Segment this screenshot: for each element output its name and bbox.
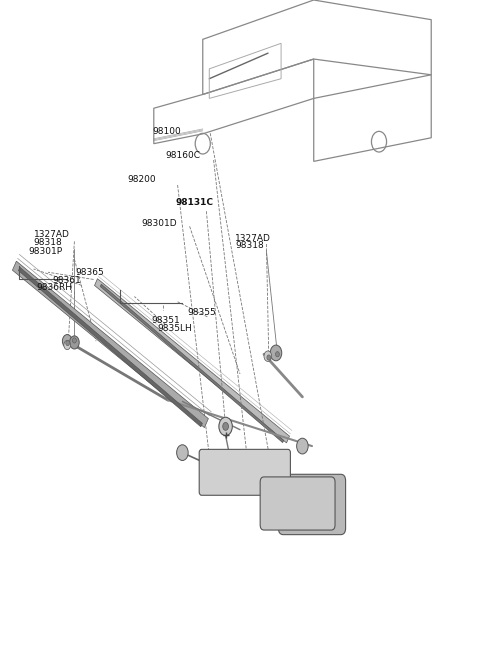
Text: 98355: 98355 [187, 308, 216, 318]
Circle shape [223, 422, 228, 430]
Text: 1327AD: 1327AD [34, 230, 70, 239]
Circle shape [72, 338, 76, 343]
FancyBboxPatch shape [199, 449, 290, 495]
Text: 98131C: 98131C [175, 197, 213, 207]
Text: 9835LH: 9835LH [157, 324, 192, 333]
Text: 9836RH: 9836RH [36, 283, 72, 293]
Circle shape [64, 340, 71, 350]
Text: 98318: 98318 [34, 238, 62, 247]
Text: 98301D: 98301D [142, 218, 177, 228]
Circle shape [219, 417, 232, 436]
Circle shape [62, 335, 72, 348]
Circle shape [177, 445, 188, 461]
Circle shape [267, 355, 271, 360]
Polygon shape [18, 267, 203, 427]
FancyBboxPatch shape [260, 477, 335, 530]
Text: 98365: 98365 [76, 268, 105, 277]
Text: 98361: 98361 [53, 276, 82, 285]
Text: 98318: 98318 [235, 241, 264, 251]
Polygon shape [95, 279, 289, 443]
Circle shape [66, 340, 70, 346]
Text: 98200: 98200 [127, 175, 156, 184]
Circle shape [70, 336, 79, 349]
Text: 98100: 98100 [153, 127, 181, 136]
Circle shape [264, 351, 272, 361]
Text: 98160C: 98160C [166, 151, 201, 160]
Text: 98301P: 98301P [29, 247, 63, 256]
Text: 1327AD: 1327AD [235, 234, 271, 243]
Circle shape [297, 438, 308, 454]
Text: 98351: 98351 [152, 316, 180, 325]
Polygon shape [100, 284, 284, 443]
Circle shape [276, 352, 279, 357]
FancyBboxPatch shape [278, 474, 346, 535]
Circle shape [270, 345, 282, 361]
Polygon shape [12, 261, 208, 428]
